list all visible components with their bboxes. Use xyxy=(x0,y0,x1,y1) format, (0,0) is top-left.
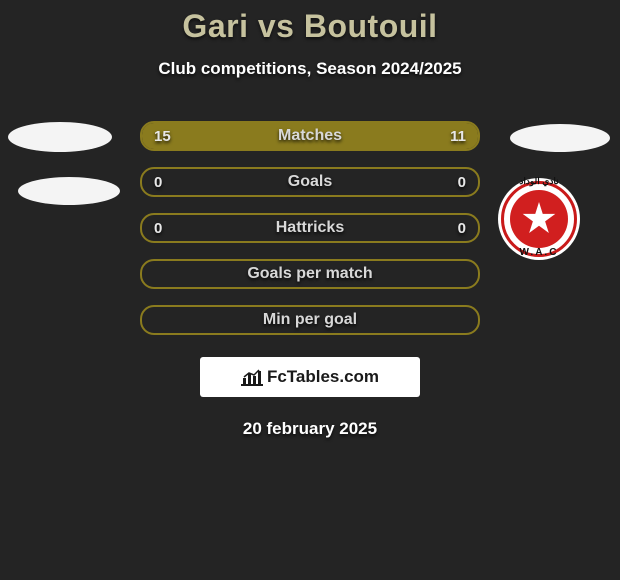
stat-row: 0 Goals 0 xyxy=(140,167,480,197)
stat-value-right: 0 xyxy=(458,220,466,237)
stat-value-right: 11 xyxy=(450,128,466,145)
player-left-oval-2 xyxy=(18,177,120,205)
chart-icon xyxy=(241,368,263,386)
brand-text: FcTables.com xyxy=(267,367,379,387)
stats-list: 15 Matches 11 0 Goals 0 0 Hattricks 0 Goals per m… xyxy=(140,121,480,335)
stat-row: Goals per match xyxy=(140,259,480,289)
brand-box[interactable]: FcTables.com xyxy=(200,357,420,397)
star-icon xyxy=(522,202,556,236)
badge-text-bottom: W.A.C xyxy=(498,247,580,258)
page-title: Gari vs Boutouil xyxy=(0,8,620,45)
player-right-oval-1 xyxy=(510,124,610,152)
stat-label: Matches xyxy=(278,127,342,145)
stat-label: Goals per match xyxy=(247,265,372,283)
stat-value-right: 0 xyxy=(458,174,466,191)
date-label: 20 february 2025 xyxy=(0,419,620,439)
stat-value-left: 0 xyxy=(154,174,162,191)
club-badge: نادي الوداد W.A.C xyxy=(498,178,580,260)
stat-row: Min per goal xyxy=(140,305,480,335)
stat-value-left: 0 xyxy=(154,220,162,237)
stat-row: 15 Matches 11 xyxy=(140,121,480,151)
player-left-oval-1 xyxy=(8,122,112,152)
badge-text-top: نادي الوداد xyxy=(498,176,580,187)
subtitle: Club competitions, Season 2024/2025 xyxy=(0,59,620,79)
stat-row: 0 Hattricks 0 xyxy=(140,213,480,243)
stat-label: Goals xyxy=(288,173,332,191)
stat-value-left: 15 xyxy=(154,128,171,145)
stat-label: Min per goal xyxy=(263,311,357,329)
stat-label: Hattricks xyxy=(276,219,344,237)
